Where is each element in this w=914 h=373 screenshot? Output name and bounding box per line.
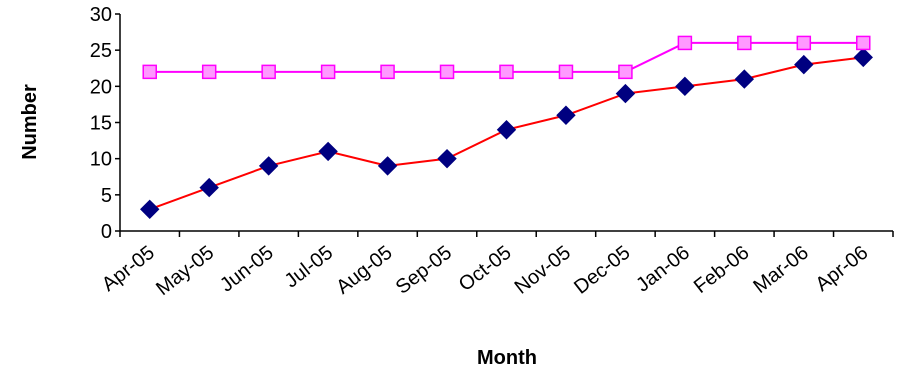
series-1-point-Aug-05 xyxy=(377,156,398,176)
x-tick-label-Jan-06: Jan-06 xyxy=(632,242,694,297)
series-2-point-Dec-05 xyxy=(618,64,633,80)
axes xyxy=(115,13,894,237)
series-1-point-Nov-05 xyxy=(556,105,576,125)
y-tick-label-25: 25 xyxy=(90,40,112,62)
x-tick-label-Aug-05: Aug-05 xyxy=(332,242,396,299)
series-1-point-Sep-05 xyxy=(437,148,457,169)
y-tick-label-10: 10 xyxy=(90,149,112,171)
x-tick-label-Sep-05: Sep-05 xyxy=(392,242,456,299)
x-tick-label-Apr-06: Apr-06 xyxy=(811,242,872,296)
y-tick-label-15: 15 xyxy=(90,113,112,135)
x-tick-label-Jun-05: Jun-05 xyxy=(216,242,278,297)
x-tick-label-Nov-05: Nov-05 xyxy=(511,242,575,299)
series-2-point-Oct-05 xyxy=(499,64,514,80)
series-1-point-Jun-05 xyxy=(258,156,279,176)
series-2-point-Apr-05 xyxy=(142,64,157,80)
x-tick-label-May-05: May-05 xyxy=(152,242,218,300)
series-1-point-Jul-05 xyxy=(318,141,338,162)
series-2-point-Feb-06 xyxy=(737,35,752,51)
x-axis-title: Month xyxy=(477,347,537,369)
series-1-point-Feb-06 xyxy=(734,69,755,89)
y-tick-labels: 0 5 10 15 20 25 30 xyxy=(90,4,112,243)
x-tick-label-Oct-05: Oct-05 xyxy=(455,242,516,296)
x-tick-label-Apr-05: Apr-05 xyxy=(98,242,159,296)
series-2-point-Sep-05 xyxy=(439,64,455,80)
series-1-point-Apr-05 xyxy=(140,199,160,220)
series-1-point-Oct-05 xyxy=(496,120,517,140)
series-1-point-Dec-05 xyxy=(615,83,636,104)
y-tick-label-20: 20 xyxy=(90,76,112,98)
series-markers xyxy=(140,35,873,220)
x-tick-label-Dec-05: Dec-05 xyxy=(570,242,634,299)
y-axis-title: Number xyxy=(19,84,41,160)
y-tick-label-0: 0 xyxy=(101,221,112,243)
series-1-point-May-05 xyxy=(199,177,219,198)
series-2-point-Apr-06 xyxy=(856,35,871,51)
series-1-point-Mar-06 xyxy=(794,54,814,75)
series-2-point-Jun-05 xyxy=(261,64,276,80)
series-2-point-May-05 xyxy=(201,64,217,80)
y-tick-label-30: 30 xyxy=(90,4,112,26)
series-1-point-Apr-06 xyxy=(853,47,873,68)
series-2-point-Nov-05 xyxy=(558,64,574,80)
series-2-point-Jan-06 xyxy=(677,35,693,51)
series-2-point-Mar-06 xyxy=(796,35,812,51)
x-tick-label-Feb-06: Feb-06 xyxy=(690,242,753,298)
x-tick-label-Mar-06: Mar-06 xyxy=(749,242,812,298)
x-tick-label-Jul-05: Jul-05 xyxy=(281,242,337,293)
series-2-point-Aug-05 xyxy=(380,64,395,80)
series-1-point-Jan-06 xyxy=(675,76,695,97)
series-2-point-Jul-05 xyxy=(320,64,336,80)
y-tick-label-5: 5 xyxy=(101,185,112,207)
